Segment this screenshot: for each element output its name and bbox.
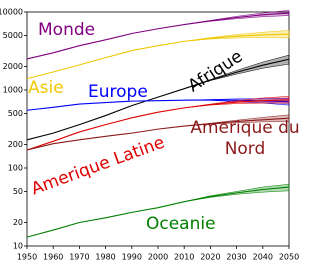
y-tick-label: 20 (13, 218, 23, 227)
x-tick-label: 1980 (95, 253, 115, 262)
series-line (26, 33, 290, 80)
series-label: Asie (28, 78, 64, 98)
x-tick-label: 2040 (253, 253, 273, 262)
series-label: Oceanie (146, 214, 216, 234)
x-tick-label: 2050 (279, 253, 299, 262)
y-tick-label: 10 (13, 242, 23, 251)
x-tick-label: 1990 (122, 253, 142, 262)
series-line (26, 117, 290, 151)
y-tick-label: 50 (13, 187, 23, 196)
series-label-box: Amerique du Nord (190, 118, 300, 159)
y-tick-label: 2000 (3, 62, 23, 71)
x-tick-label: 1970 (69, 253, 89, 262)
series-label: Europe (88, 82, 148, 102)
y-tick-label: 10000 (0, 8, 23, 17)
x-tick-label: 2010 (174, 253, 194, 262)
y-tick-label: 100 (8, 164, 23, 173)
series-label: Amerique du Nord (190, 118, 300, 159)
x-tick-label: 2000 (148, 253, 168, 262)
x-tick-label: 1960 (43, 253, 63, 262)
series-line (26, 99, 290, 151)
y-tick-label: 500 (8, 109, 23, 118)
series-line (26, 99, 290, 111)
series-line (26, 12, 290, 60)
x-tick-label: 1950 (17, 253, 37, 262)
series-line (26, 58, 290, 141)
series-line (26, 186, 290, 238)
y-tick-label: 5000 (3, 31, 23, 40)
y-tick-label: 1000 (3, 86, 23, 95)
x-tick-label: 2020 (200, 253, 220, 262)
y-tick-label: 200 (8, 140, 23, 149)
series-label: Monde (38, 20, 95, 40)
x-tick-label: 2030 (226, 253, 246, 262)
